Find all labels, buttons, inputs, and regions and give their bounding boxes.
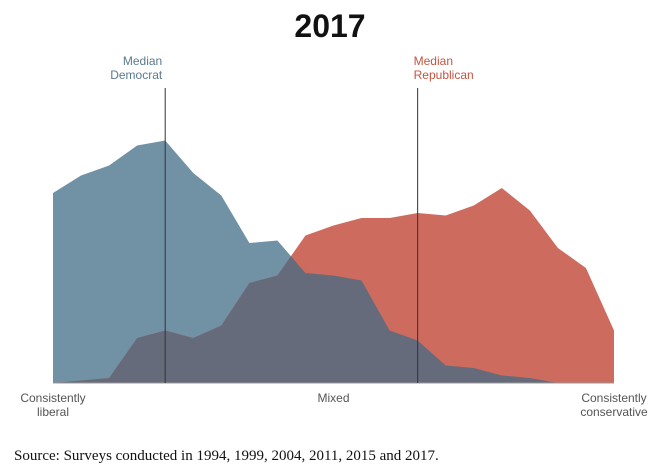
x-tick-label: Consistently liberal [20, 391, 86, 419]
annotation: Median Republican [413, 54, 474, 82]
x-tick-label: Consistently conservative [580, 391, 648, 419]
area [53, 140, 614, 383]
chart-title: 2017 [294, 8, 366, 44]
source-note: Source: Surveys conducted in 1994, 1999,… [14, 448, 439, 464]
annotation: Median Democrat [110, 54, 163, 82]
x-tick-label: Mixed [317, 391, 350, 405]
